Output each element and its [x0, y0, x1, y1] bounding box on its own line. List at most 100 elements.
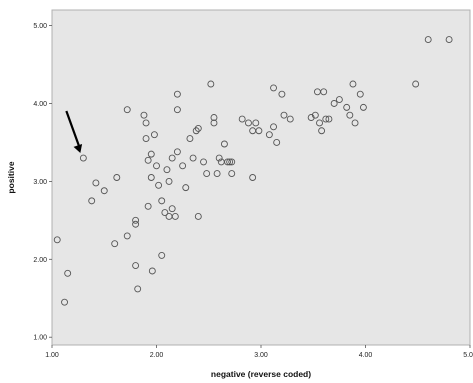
y-tick-label: 2.00	[33, 257, 47, 264]
data-point	[203, 170, 211, 178]
data-point	[412, 80, 420, 88]
data-point	[424, 36, 432, 44]
data-point	[356, 90, 364, 98]
data-point	[322, 115, 330, 123]
data-point	[186, 135, 194, 142]
data-point	[132, 216, 140, 224]
data-point	[207, 80, 215, 88]
data-point	[252, 119, 260, 127]
data-point	[111, 240, 119, 248]
data-point	[286, 115, 294, 123]
data-point	[142, 135, 150, 142]
data-point	[335, 96, 343, 104]
data-point	[445, 36, 453, 44]
x-tick-label: 4.00	[359, 352, 373, 359]
data-points	[53, 36, 453, 306]
data-point	[158, 197, 166, 205]
data-point	[61, 298, 68, 306]
annotation-arrow	[65, 110, 83, 154]
data-point	[270, 84, 277, 92]
data-point	[79, 154, 87, 162]
data-point	[210, 119, 218, 127]
data-point	[113, 174, 121, 181]
x-tick-label: 3.00	[254, 352, 268, 359]
data-point	[88, 197, 96, 205]
data-point	[147, 174, 155, 181]
y-tick-label: 3.00	[33, 179, 47, 186]
y-tick-label: 5.00	[33, 23, 47, 30]
data-point	[280, 111, 288, 119]
data-point	[148, 267, 156, 275]
data-point	[228, 170, 236, 178]
data-point	[318, 127, 326, 135]
data-point	[173, 90, 181, 98]
data-point	[132, 262, 140, 269]
data-point	[325, 115, 333, 123]
data-point	[192, 127, 200, 135]
data-point	[245, 119, 252, 127]
data-point	[173, 148, 181, 156]
data-point	[194, 213, 202, 220]
data-point	[144, 156, 152, 164]
data-point	[150, 131, 158, 139]
data-point	[158, 251, 166, 259]
data-point	[210, 114, 218, 121]
data-point	[53, 236, 61, 244]
data-point	[226, 158, 234, 166]
data-point	[100, 187, 108, 195]
data-point	[179, 162, 187, 170]
data-point	[134, 285, 142, 293]
data-point	[220, 140, 228, 148]
x-axis: 1.00 2.00 3.00 4.00 5.00	[45, 345, 473, 359]
x-tick-label: 1.00	[45, 352, 59, 359]
data-point	[316, 119, 323, 127]
data-point	[311, 111, 319, 119]
data-point	[349, 80, 357, 88]
data-point	[320, 88, 328, 96]
data-point	[307, 114, 315, 121]
y-axis-title: positive	[6, 161, 16, 193]
data-point	[351, 119, 359, 127]
arrow-head	[73, 144, 83, 154]
data-point	[228, 158, 236, 166]
x-tick-label: 5.00	[463, 352, 473, 359]
data-point	[161, 209, 169, 217]
data-point	[265, 131, 273, 139]
data-point	[142, 119, 150, 127]
data-point	[140, 111, 148, 119]
data-point	[123, 106, 131, 114]
data-point	[132, 220, 140, 228]
data-point	[255, 127, 263, 135]
y-tick-label: 1.00	[33, 335, 47, 342]
data-point	[200, 158, 207, 166]
data-point	[215, 154, 223, 162]
data-point	[173, 106, 181, 114]
data-point	[273, 138, 281, 146]
data-point	[343, 103, 351, 111]
data-point	[155, 181, 163, 189]
data-point	[168, 205, 176, 213]
data-point	[189, 154, 197, 162]
data-point	[153, 162, 160, 170]
data-point	[163, 166, 171, 174]
x-tick-label: 2.00	[150, 352, 164, 359]
x-axis-title: negative (reverse coded)	[211, 369, 311, 379]
y-tick-label: 4.00	[33, 101, 47, 108]
data-point	[224, 158, 232, 166]
data-point	[182, 184, 190, 192]
data-point	[330, 100, 338, 107]
data-point	[92, 179, 100, 187]
plot-area	[51, 9, 471, 346]
data-point	[359, 103, 367, 111]
data-point	[249, 174, 257, 181]
y-axis: 1.00 2.00 3.00 4.00 5.00	[33, 23, 52, 342]
arrow-shaft	[65, 110, 81, 148]
data-point	[168, 154, 176, 162]
data-point	[278, 90, 286, 98]
data-point	[123, 232, 131, 240]
data-point	[147, 150, 155, 158]
data-point	[165, 177, 173, 185]
data-point	[144, 202, 152, 210]
data-point	[194, 124, 202, 132]
